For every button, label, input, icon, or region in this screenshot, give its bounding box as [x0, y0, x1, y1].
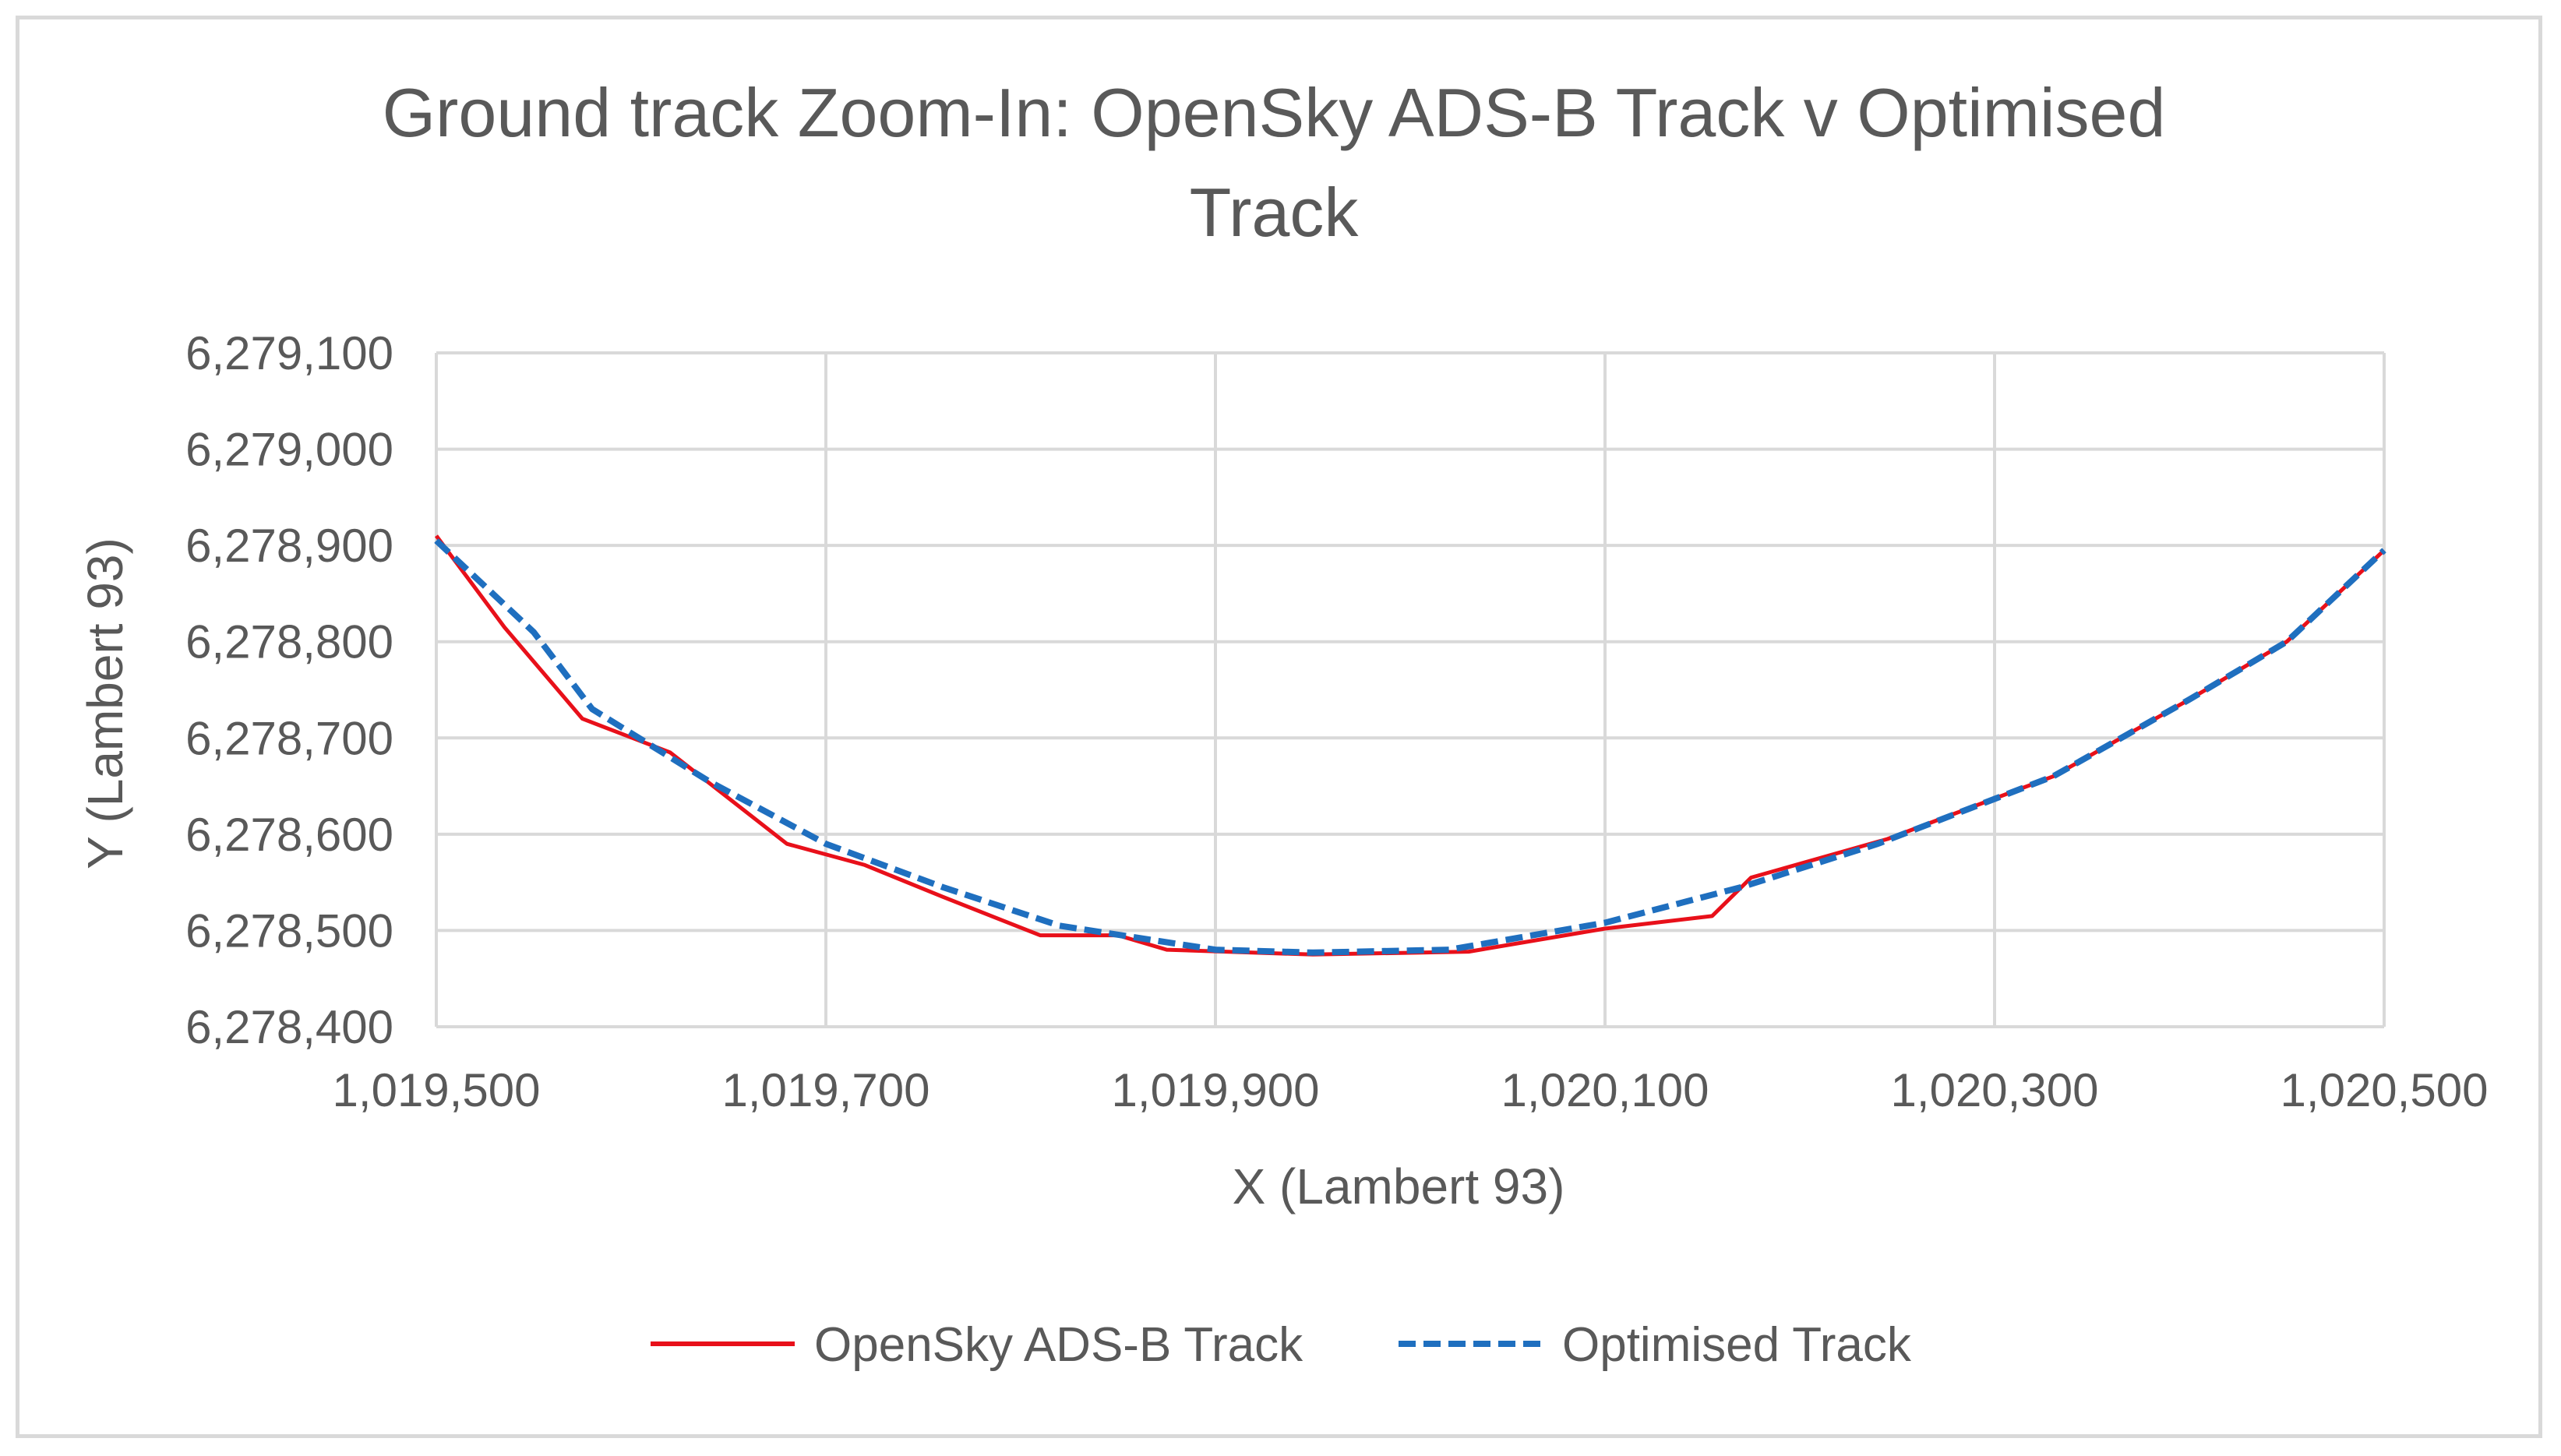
series-line-optimised [434, 538, 2386, 956]
x-tick-label: 1,019,500 [333, 1064, 541, 1116]
y-axis-title: Y (Lambert 93) [77, 538, 133, 869]
x-tick-label: 1,019,700 [722, 1064, 930, 1116]
y-tick-label: 6,278,800 [185, 616, 393, 668]
y-tick-label: 6,278,700 [185, 712, 393, 764]
chart-title-line-1: Ground track Zoom-In: OpenSky ADS-B Trac… [383, 74, 2166, 151]
y-tick-label: 6,278,900 [185, 520, 393, 572]
legend-label-opensky: OpenSky ADS-B Track [814, 1318, 1303, 1372]
y-axis-ticks: 6,278,400 6,278,500 6,278,600 6,278,700 6,27… [185, 327, 393, 1053]
x-axis-title: X (Lambert 93) [1233, 1158, 1565, 1215]
chart-title-line-2: Track [1190, 174, 1360, 251]
x-axis-ticks: 1,019,500 1,019,700 1,019,900 1,020,100 1,02… [333, 1064, 2489, 1116]
y-tick-label: 6,279,000 [185, 424, 393, 476]
legend-label-optimised: Optimised Track [1562, 1318, 1912, 1372]
y-tick-label: 6,278,400 [185, 1001, 393, 1053]
x-tick-label: 1,019,900 [1112, 1064, 1320, 1116]
chart-svg: Ground track Zoom-In: OpenSky ADS-B Trac… [77, 74, 2489, 1372]
y-tick-label: 6,278,500 [185, 904, 393, 957]
x-tick-label: 1,020,500 [2281, 1064, 2489, 1116]
y-tick-label: 6,278,600 [185, 809, 393, 861]
x-tick-label: 1,020,100 [1501, 1064, 1709, 1116]
series-lines [434, 534, 2386, 957]
series-line-opensky [434, 534, 2386, 957]
x-tick-label: 1,020,300 [1891, 1064, 2099, 1116]
y-tick-label: 6,279,100 [185, 327, 393, 379]
gridlines [435, 351, 2386, 1028]
legend: OpenSky ADS-B Track Optimised Track [651, 1318, 1912, 1372]
chart-frame: Ground track Zoom-In: OpenSky ADS-B Trac… [16, 16, 2542, 1438]
chart-title: Ground track Zoom-In: OpenSky ADS-B Trac… [383, 74, 2166, 251]
